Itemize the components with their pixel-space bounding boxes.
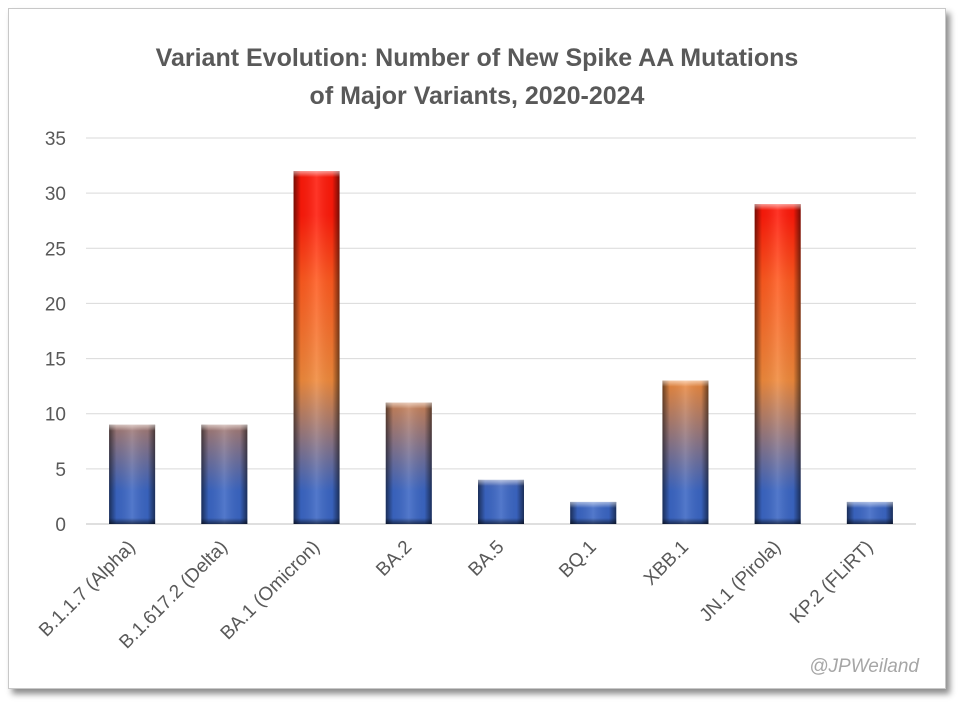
bar-shading <box>662 380 709 524</box>
x-tick-label: BQ.1 <box>555 537 600 582</box>
bar-top-bevel <box>385 402 432 409</box>
y-tick-label: 20 <box>45 294 66 315</box>
y-tick-label: 5 <box>55 460 66 481</box>
bar-shading <box>293 171 340 525</box>
x-tick-label: BA.5 <box>465 537 509 581</box>
x-tick-label: JN.1 (Pirola) <box>696 537 786 627</box>
bar-shading <box>478 479 524 524</box>
bar-top-bevel <box>754 204 801 211</box>
bar-shading <box>109 424 156 524</box>
x-tick-label: KP.2 (FLiRT) <box>786 537 877 628</box>
y-tick-label: 10 <box>45 405 66 426</box>
bar-top-bevel <box>570 501 617 508</box>
y-tick-label: 35 <box>45 129 66 150</box>
y-axis-ticks: 0 5 10 15 20 25 30 35 <box>45 129 66 536</box>
bar-shading <box>754 204 801 524</box>
x-axis-ticks: B.1.1.7 (Alpha)B.1.617.2 (Delta)BA.1 (Om… <box>35 537 877 653</box>
bar-top-bevel <box>846 501 893 508</box>
chart-title-line-1: Variant Evolution: Number of New Spike A… <box>155 44 799 72</box>
bar <box>293 171 340 525</box>
bar-top-bevel <box>478 479 524 486</box>
bar-top-bevel <box>201 424 248 431</box>
x-tick-label: XBB.1 <box>640 537 693 590</box>
bar-bottom-bevel <box>754 518 801 524</box>
bar-top-bevel <box>293 171 340 178</box>
bar <box>662 380 709 524</box>
bar-top-bevel <box>109 424 156 431</box>
bar <box>385 402 432 524</box>
y-tick-label: 30 <box>45 184 66 205</box>
x-tick-label: BA.1 (Omicron) <box>217 537 324 644</box>
y-tick-label: 25 <box>45 239 66 260</box>
bar-bottom-bevel <box>662 518 709 524</box>
chart-title: Variant Evolution: Number of New Spike A… <box>9 39 945 115</box>
bar-bottom-bevel <box>478 518 524 524</box>
bar-bottom-bevel <box>201 518 248 524</box>
bar <box>754 204 801 524</box>
y-tick-label: 0 <box>55 515 66 536</box>
bar-bottom-bevel <box>293 518 340 524</box>
bar-shading <box>385 402 432 524</box>
y-tick-label: 15 <box>45 350 66 371</box>
x-tick-label: B.1.1.7 (Alpha) <box>35 537 139 641</box>
bars <box>109 171 893 525</box>
bar-bottom-bevel <box>570 518 617 524</box>
x-tick-label: BA.2 <box>372 537 416 581</box>
bar <box>570 501 617 524</box>
chart-title-line-2: of Major Variants, 2020-2024 <box>309 82 645 110</box>
bar-shading <box>201 424 248 524</box>
bar <box>846 501 893 524</box>
bar-bottom-bevel <box>109 518 156 524</box>
bar <box>478 479 524 524</box>
bar <box>201 424 248 524</box>
bar <box>109 424 156 524</box>
watermark: @JPWeiland <box>809 656 919 677</box>
bar-bottom-bevel <box>385 518 432 524</box>
bar-bottom-bevel <box>846 518 893 524</box>
bar-top-bevel <box>662 380 709 387</box>
